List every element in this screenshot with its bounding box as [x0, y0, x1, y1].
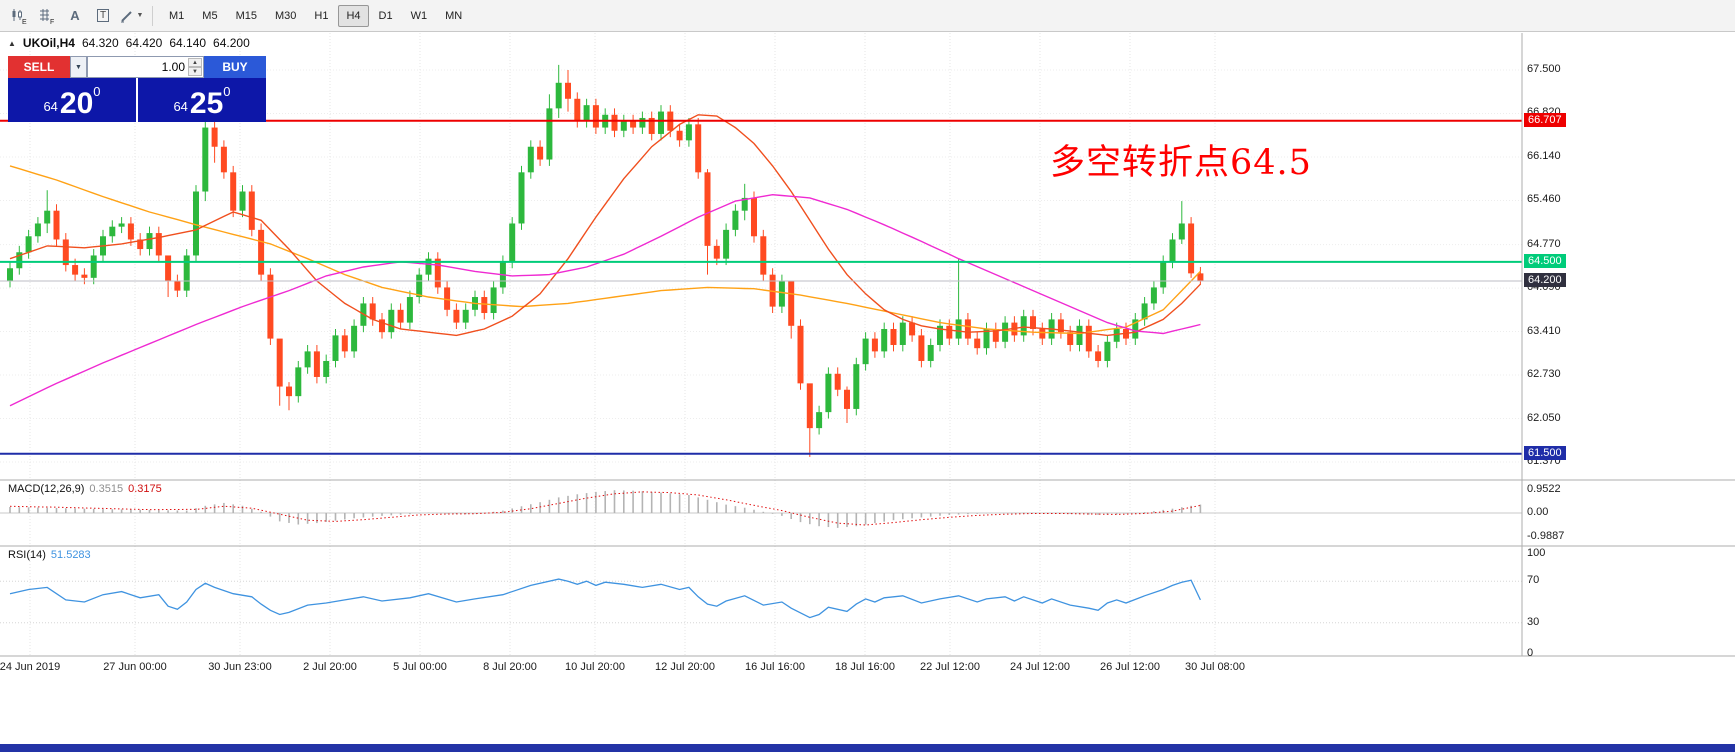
- letter-a-icon: A: [70, 8, 80, 23]
- volume-input[interactable]: [88, 57, 203, 77]
- svg-text:F: F: [50, 19, 54, 25]
- macd-name: MACD(12,26,9): [8, 483, 85, 495]
- volume-decrease-button[interactable]: ▼: [188, 67, 202, 76]
- buy-button[interactable]: BUY: [204, 56, 266, 78]
- rsi-value: 51.5283: [50, 549, 91, 561]
- sell-price-sup: 0: [93, 84, 101, 99]
- drawing-tools-icon[interactable]: ▼: [118, 4, 144, 28]
- one-click-trading-panel: SELL ▼ ▲ ▼ BUY 64 20 0 64 25 0: [8, 56, 266, 122]
- volume-spinner: ▲ ▼: [188, 58, 202, 76]
- ohlc-close: 64.200: [213, 36, 250, 50]
- timeframe-m30-button[interactable]: M30: [267, 5, 304, 27]
- sell-price-small: 64: [43, 99, 58, 114]
- timeframe-mn-button[interactable]: MN: [437, 5, 470, 27]
- chevron-up-icon: ▲: [192, 59, 198, 66]
- buy-price-small: 64: [173, 99, 188, 114]
- timeframe-d1-button[interactable]: D1: [371, 5, 401, 27]
- text-label-tool-icon[interactable]: A: [62, 4, 88, 28]
- sell-button[interactable]: SELL: [8, 56, 70, 78]
- volume-increase-button[interactable]: ▲: [188, 58, 202, 67]
- ohlc-high: 64.420: [125, 36, 163, 50]
- rsi-name: RSI(14): [8, 549, 46, 561]
- timeframe-h4-button[interactable]: H4: [338, 4, 369, 27]
- candlestick-chart-tool-icon[interactable]: E: [6, 4, 32, 28]
- window-bottom-strip: [0, 744, 1735, 752]
- ohlc-low: 64.140: [169, 36, 207, 50]
- macd-indicator-label: MACD(12,26,9) 0.3515 0.3175: [8, 483, 162, 495]
- grid-icon: F: [40, 8, 54, 25]
- rsi-indicator-label: RSI(14) 51.5283: [8, 549, 91, 561]
- indicators-tool-icon[interactable]: F: [34, 4, 60, 28]
- buy-price-sup: 0: [223, 84, 231, 99]
- sell-price-button[interactable]: 64 20 0: [8, 78, 136, 122]
- macd-main-value: 0.3515: [89, 483, 124, 495]
- chevron-down-icon: ▼: [192, 68, 198, 75]
- timeframe-m15-button[interactable]: M15: [228, 5, 265, 27]
- timeframe-m1-button[interactable]: M1: [161, 5, 192, 27]
- symbol-ohlc-header: ▲ UKOil,H4 64.320 64.420 64.140 64.200: [8, 36, 250, 50]
- chevron-down-icon: ▼: [75, 63, 82, 71]
- volume-dropdown-button[interactable]: ▼: [70, 56, 87, 78]
- annotation-text: 多空转折点64.5: [1050, 143, 1312, 183]
- volume-field: ▲ ▼: [87, 56, 204, 78]
- trade-panel-prices-row: 64 20 0 64 25 0: [8, 78, 266, 122]
- timeframe-m5-button[interactable]: M5: [194, 5, 225, 27]
- pencil-icon: [120, 10, 132, 22]
- chevron-down-icon: ▼: [136, 12, 144, 19]
- candles-icon: E: [12, 8, 27, 25]
- one-click-panel-toggle-icon[interactable]: ▲: [8, 38, 16, 48]
- macd-signal-value: 0.3175: [128, 483, 162, 495]
- ohlc-open: 64.320: [81, 36, 119, 50]
- trade-panel-top-row: SELL ▼ ▲ ▼ BUY: [8, 56, 266, 78]
- boxed-t-icon: T: [96, 9, 110, 22]
- main-toolbar: E F A T ▼ M1 M5 M15 M30 H1 H4 D1 W1 MN: [0, 0, 1735, 32]
- template-tool-icon[interactable]: T: [90, 4, 116, 28]
- buy-price-button[interactable]: 64 25 0: [138, 78, 266, 122]
- svg-text:E: E: [22, 19, 27, 25]
- timeframe-h1-button[interactable]: H1: [306, 5, 336, 27]
- symbol-name: UKOil,H4: [22, 36, 75, 50]
- timeframe-w1-button[interactable]: W1: [403, 5, 436, 27]
- toolbar-separator: [152, 5, 153, 26]
- sell-price-big: 20: [59, 87, 94, 120]
- buy-price-big: 25: [189, 87, 224, 120]
